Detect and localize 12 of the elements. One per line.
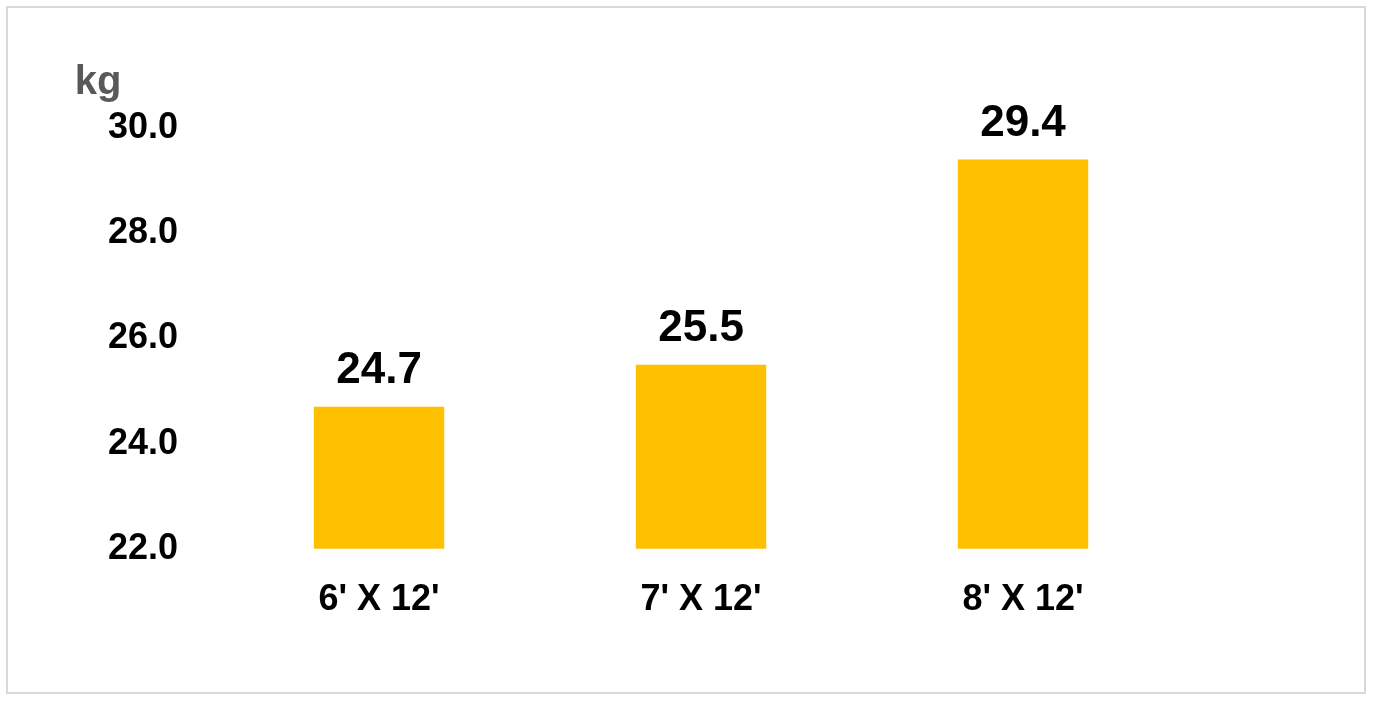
y-tick-label: 22.0 [107,525,179,567]
y-tick-label: 24.0 [107,420,179,462]
data-label: 25.5 [658,300,744,350]
x-tick-label: 7' X 12' [640,577,762,619]
y-tick-label: 28.0 [107,210,179,252]
y-axis-title: kg [74,58,122,103]
y-tick-label: 30.0 [107,104,179,146]
data-label: 29.4 [980,95,1067,145]
x-tick-label: 8' X 12' [962,577,1084,619]
x-tick-label: 6' X 12' [318,577,440,619]
data-label: 24.7 [336,342,422,392]
y-tick-label: 26.0 [107,315,179,357]
